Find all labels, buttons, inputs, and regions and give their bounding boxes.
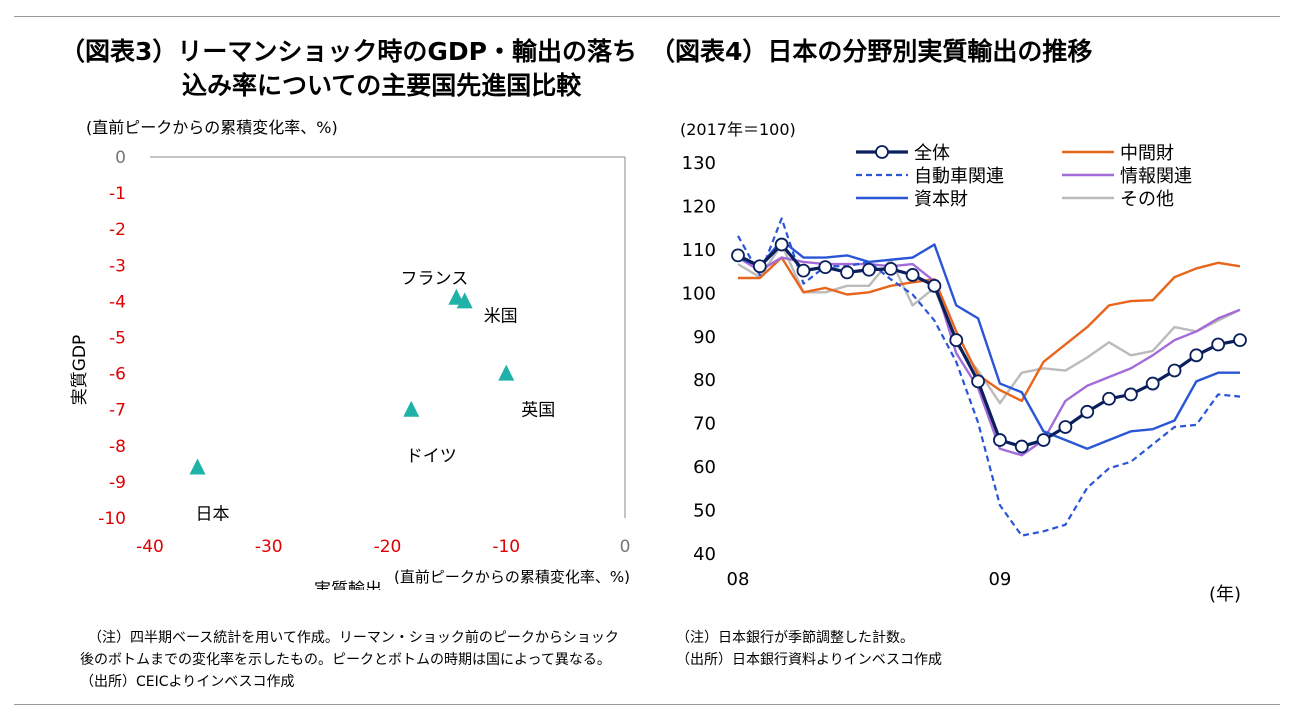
scatter-y-tick: -3	[109, 256, 126, 276]
legend-label-total: 全体	[914, 143, 950, 164]
series-point-total	[883, 261, 898, 276]
note-left-1: （注）四半期ベース統計を用いて作成。リーマン・ショック前のピークからショック	[88, 630, 619, 646]
scatter-x-tick: -30	[255, 537, 283, 557]
series-point-total	[1145, 376, 1160, 391]
scatter-y-tick: -7	[109, 401, 126, 421]
scatter-x-tick: -40	[136, 537, 164, 557]
scatter-point	[456, 292, 473, 309]
scatter-point-label: 米国	[484, 306, 518, 326]
scatter-y-tick: -9	[109, 473, 126, 493]
left-title-line2: 込み率についての主要国先進国比較	[182, 71, 582, 100]
scatter-point	[448, 288, 465, 305]
series-point-total	[1167, 363, 1182, 378]
line-y-tick: 40	[693, 544, 716, 565]
scatter-point-label: 英国	[521, 401, 555, 421]
series-point-total	[1189, 348, 1204, 363]
line-y-tick: 110	[682, 240, 716, 261]
series-point-total	[1058, 420, 1073, 434]
line-y-tick: 90	[693, 327, 716, 348]
legend-label-info: 情報関連	[1120, 166, 1192, 187]
scatter-x-unit: (直前ピークからの累積変化率、%)	[394, 568, 630, 586]
legend-label-auto: 自動車関連	[914, 166, 1004, 187]
line-y-tick: 80	[693, 370, 716, 391]
scatter-y-label: 実質GDP	[70, 335, 90, 406]
scatter-chart: 0 -1 -2 -3 -4 -5 -6 -7 -8 -9 -10 -40 -30 -20 -10 0 フラン…	[70, 148, 631, 590]
scatter-point-label: 日本	[196, 504, 230, 524]
scatter-y-tick: -2	[109, 220, 126, 240]
scatter-x-tick: -10	[492, 537, 520, 557]
note-right-2: （出所）日本銀行資料よりインベスコ作成	[676, 652, 942, 668]
series-line-other	[737, 243, 1241, 405]
series-line-intermediate	[738, 256, 1241, 403]
scatter-y-tick: -1	[109, 184, 126, 204]
right-title: （図表4）日本の分野別実質輸出の推移	[650, 37, 1093, 66]
note-right-1: （注）日本銀行が季節調整した計数。	[676, 630, 914, 646]
left-y-unit: (直前ピークからの累積変化率、%)	[86, 118, 338, 137]
scatter-x-tick: -20	[374, 537, 402, 557]
series-point-total	[1233, 333, 1247, 348]
series-point-total	[905, 268, 920, 282]
line-x-label: 08	[727, 569, 750, 590]
series-point-total	[1102, 391, 1116, 406]
series-point-total	[731, 248, 745, 263]
legend-label-other: その他	[1120, 189, 1174, 210]
line-x-unit: (年)	[1209, 584, 1241, 605]
legend-label-intermediate: 中間財	[1120, 143, 1174, 164]
series-line-auto	[737, 217, 1241, 537]
scatter-y-tick: -5	[109, 329, 126, 349]
legend-marker-total	[875, 145, 889, 159]
series-line-capital	[737, 238, 1240, 450]
left-title-line1: （図表3）リーマンショック時のGDP・輸出の落ち	[60, 37, 637, 66]
note-left-2: 後のボトムまでの変化率を示したもの。ピークとボトムの時期は国によって異なる。	[80, 652, 611, 668]
scatter-y-tick: -8	[109, 437, 126, 457]
scatter-y-tick: -10	[98, 509, 126, 529]
series-point-total	[840, 265, 855, 280]
series-point-total	[927, 278, 942, 293]
series-point-total	[1036, 433, 1051, 447]
scatter-point	[498, 364, 515, 381]
line-y-tick: 100	[682, 283, 716, 304]
line-y-tick: 50	[693, 501, 716, 522]
scatter-y-tick: -6	[109, 365, 126, 385]
legend-label-capital: 資本財	[914, 189, 968, 210]
line-y-tick: 70	[693, 414, 716, 435]
scatter-point-label: フランス	[401, 269, 469, 289]
series-point-total	[862, 262, 876, 277]
series-point-total	[774, 237, 789, 252]
line-x-label: 09	[988, 569, 1011, 590]
series-point-total	[752, 259, 767, 274]
scatter-point	[403, 400, 420, 417]
scatter-y-tick: -4	[109, 292, 126, 312]
series-point-total	[949, 333, 964, 348]
series-point-total	[1080, 404, 1095, 419]
series-point-total	[1123, 387, 1138, 402]
right-y-unit: (2017年＝100)	[680, 120, 796, 139]
scatter-y-tick: 0	[115, 148, 126, 168]
scatter-x-label: 実質輸出	[314, 580, 382, 590]
series-point-total	[1014, 439, 1029, 454]
line-y-tick: 130	[682, 153, 716, 174]
note-left-3: （出所）CEICよりインベスコ作成	[80, 674, 295, 690]
series-point-total	[818, 260, 833, 275]
line-y-tick: 120	[682, 196, 716, 217]
scatter-point	[189, 458, 206, 475]
series-point-total	[971, 374, 985, 389]
series-point-total	[1211, 337, 1226, 352]
top-divider	[14, 16, 1280, 17]
line-y-tick: 60	[693, 457, 716, 478]
series-point-total	[993, 433, 1007, 447]
bottom-divider	[14, 704, 1280, 705]
scatter-x-tick: 0	[620, 537, 631, 557]
scatter-point-label: ドイツ	[406, 447, 457, 467]
line-chart: 130 120 110 100 90 80 70 60 50 40 08 09 (年) 全体 中間財自動…	[682, 143, 1247, 605]
series-point-total	[796, 263, 811, 278]
